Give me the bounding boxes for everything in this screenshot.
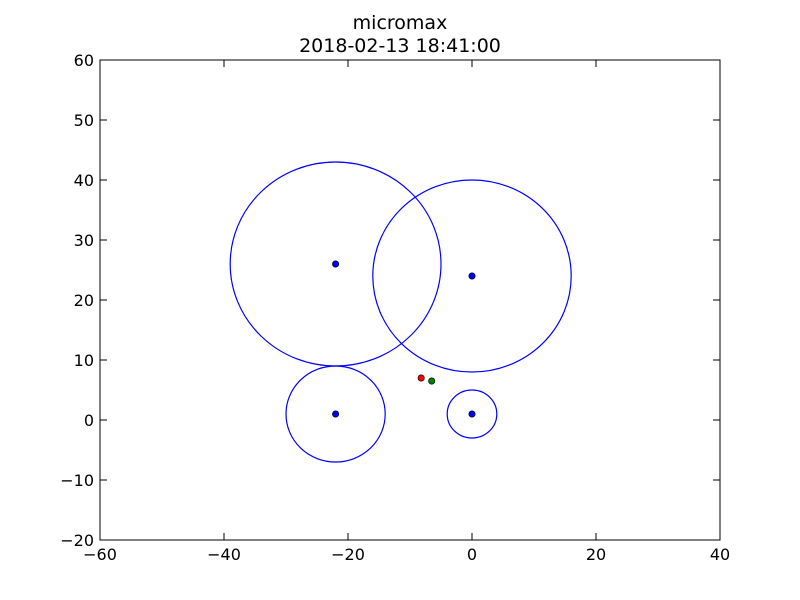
y-tick-label: −20: [60, 531, 94, 550]
x-tick-label: 0: [467, 545, 477, 564]
range-circle-3: [446, 389, 498, 439]
y-tick-label: 50: [74, 111, 94, 130]
y-tick-label: 20: [74, 291, 94, 310]
plot-area: −60 −40 −20 0 20 40 −20 −10 0 10 20 30 40 50 60: [60, 51, 730, 564]
y-tick-label: 40: [74, 171, 94, 190]
x-tick-label: 40: [710, 545, 730, 564]
y-tick-label: −10: [60, 471, 94, 490]
y-tick-label: 10: [74, 351, 94, 370]
data-point-5: [428, 377, 436, 385]
chart-title: micromax: [352, 12, 448, 34]
x-tick-label: −40: [207, 545, 241, 564]
axes-frame: [99, 59, 721, 541]
data-point-0: [332, 260, 340, 268]
x-tick-label: −20: [331, 545, 365, 564]
data-point-1: [468, 272, 476, 280]
data-layer: [229, 161, 572, 463]
y-tick-label: 30: [74, 231, 94, 250]
y-tick-label: 60: [74, 51, 94, 70]
y-tick-label: 0: [84, 411, 94, 430]
data-point-4: [417, 374, 425, 382]
range-circle-2: [285, 365, 386, 463]
chart-subtitle: 2018-02-13 18:41:00: [299, 35, 501, 57]
range-circle-1: [372, 179, 572, 373]
x-tick-label: 20: [586, 545, 606, 564]
data-point-2: [332, 410, 340, 418]
x-tick-label: −60: [83, 545, 117, 564]
data-point-3: [468, 410, 476, 418]
